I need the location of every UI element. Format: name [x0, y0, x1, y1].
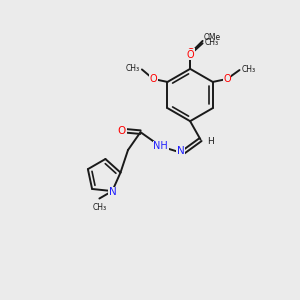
Text: O: O [149, 74, 157, 84]
Text: CH₃: CH₃ [125, 64, 140, 74]
Text: OMe: OMe [204, 33, 221, 42]
Text: O: O [186, 48, 194, 59]
Text: N: N [109, 187, 117, 197]
Text: O: O [223, 74, 231, 84]
Text: CH₃: CH₃ [205, 38, 219, 47]
Text: NH: NH [153, 141, 168, 151]
Text: O: O [186, 50, 194, 60]
Text: H: H [207, 137, 214, 146]
Text: CH₃: CH₃ [93, 203, 107, 212]
Text: CH₃: CH₃ [242, 65, 256, 74]
Text: O: O [118, 126, 126, 136]
Text: N: N [177, 146, 184, 157]
